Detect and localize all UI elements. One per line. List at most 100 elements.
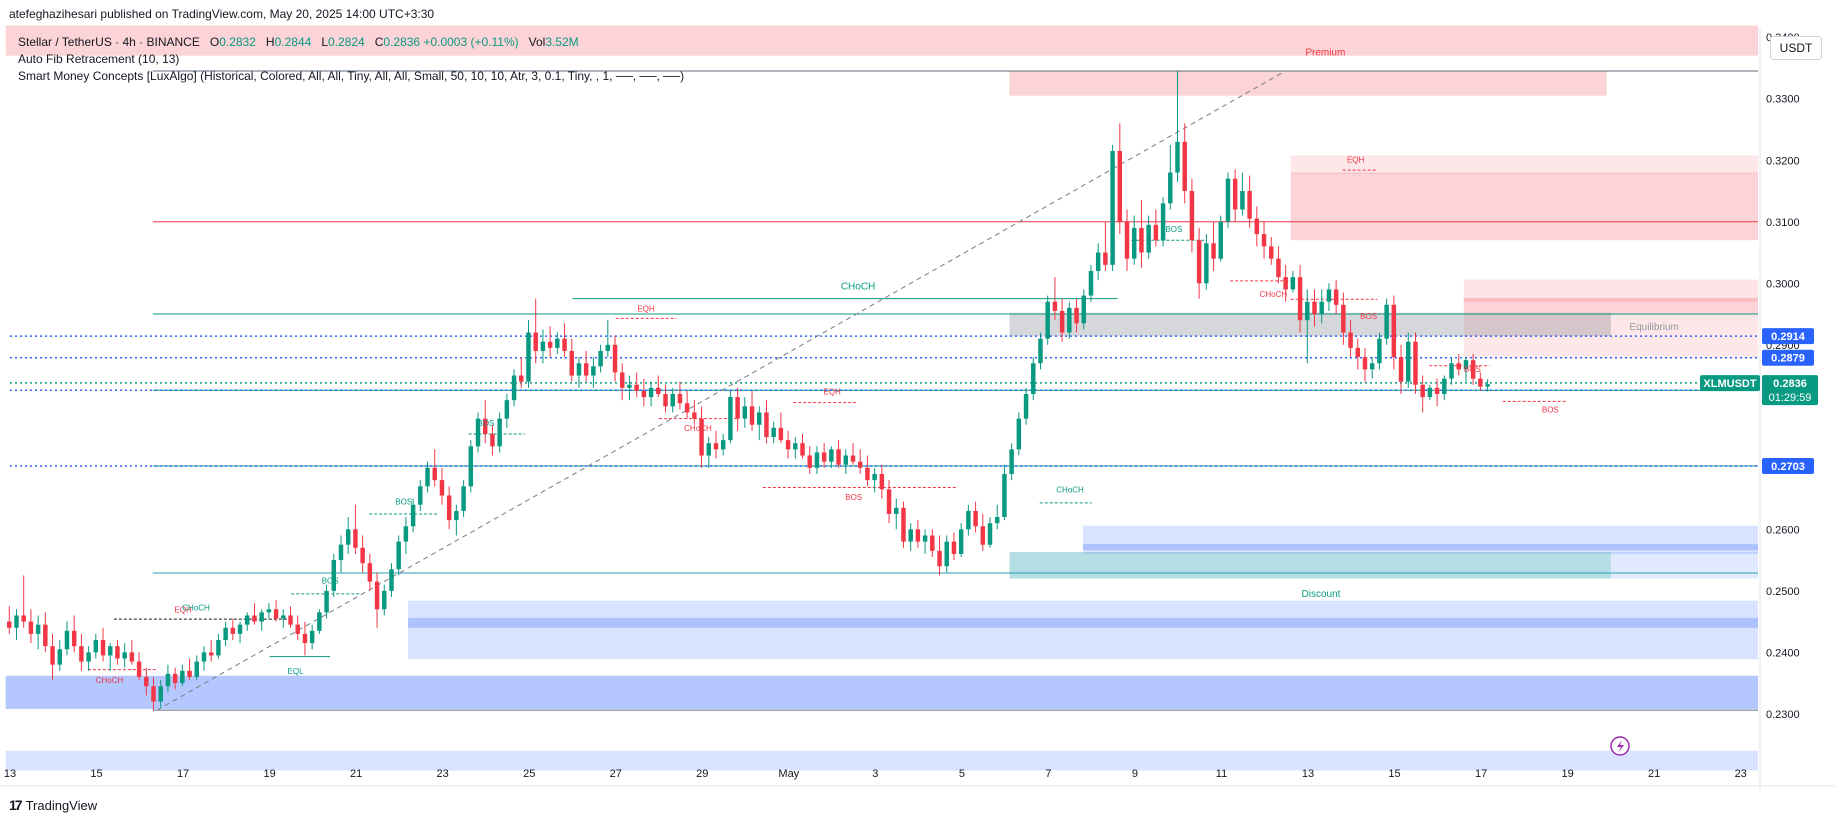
candle xyxy=(1348,320,1353,358)
candle xyxy=(886,480,892,524)
candle-body xyxy=(418,486,423,505)
candle-body xyxy=(569,350,574,376)
candle xyxy=(43,612,48,653)
time-tick-label: 21 xyxy=(1648,768,1660,780)
candle-body xyxy=(461,486,466,511)
candle xyxy=(425,461,430,493)
candle xyxy=(497,412,502,453)
structure-label: Discount xyxy=(1302,589,1341,600)
candle xyxy=(1016,412,1022,456)
candle xyxy=(829,446,834,468)
candle xyxy=(1463,357,1469,382)
candle-body xyxy=(100,640,106,656)
candle-body xyxy=(295,624,300,634)
candle-body xyxy=(1002,473,1007,518)
zone-10 xyxy=(1009,552,1611,579)
candle xyxy=(1211,221,1216,271)
zone-13 xyxy=(408,617,1758,628)
candle-body xyxy=(865,467,870,481)
structure-label: BOS xyxy=(1360,312,1377,321)
tradingview-logo: 17 xyxy=(9,797,23,813)
candle-body xyxy=(1059,310,1065,333)
structure-label: CHoCH xyxy=(96,676,124,685)
candle xyxy=(396,535,401,576)
candle xyxy=(1124,209,1130,271)
time-axis[interactable]: 13 15 17 19 21 23 25 27 29 May 3 5 7 9 11 13 15 17 19 21 23 xyxy=(0,768,1835,787)
candle-body xyxy=(302,633,308,644)
candle-body xyxy=(129,652,135,662)
indicator-smc[interactable]: Smart Money Concepts [LuxAlgo] (Historic… xyxy=(18,69,685,83)
candle-body xyxy=(879,473,885,490)
candle xyxy=(7,606,12,634)
currency-selector[interactable]: USDT xyxy=(1770,36,1822,60)
candle xyxy=(324,584,329,619)
candle-body xyxy=(1146,224,1151,253)
candle-body xyxy=(1088,270,1094,296)
candle-body xyxy=(1406,341,1411,382)
candle-body xyxy=(1016,418,1022,450)
price-axis[interactable]: 0.34000.33000.32000.31000.30000.29000.26… xyxy=(1759,28,1800,790)
indicator-fib[interactable]: Auto Fib Retracement (10, 13) xyxy=(18,52,180,66)
candle xyxy=(663,384,668,413)
candle-body xyxy=(778,427,784,441)
candle xyxy=(1218,215,1223,262)
candle-body xyxy=(533,332,538,351)
price-tick-label: 0.3300 xyxy=(1766,94,1800,106)
candle xyxy=(951,532,957,561)
symbol-row[interactable]: Stellar / TetherUS · 4h · BINANCE O0.283… xyxy=(18,34,684,51)
candle-body xyxy=(475,418,481,447)
candle-body xyxy=(14,615,19,628)
candle-body xyxy=(1023,394,1029,419)
candle-body xyxy=(151,686,156,702)
candle xyxy=(1276,246,1281,284)
candle xyxy=(1312,289,1317,327)
zone-5 xyxy=(1463,298,1758,315)
candle xyxy=(309,624,315,650)
candle-body xyxy=(490,433,495,447)
candle xyxy=(317,609,322,634)
zone-11 xyxy=(1610,552,1758,579)
time-tick-label: 15 xyxy=(1388,768,1400,780)
candle xyxy=(1449,357,1454,385)
candle-body xyxy=(374,581,380,610)
candle xyxy=(1052,277,1058,321)
candle xyxy=(619,363,625,401)
candle xyxy=(821,443,827,468)
candle-body xyxy=(771,427,776,438)
symbol-name[interactable]: Stellar / TetherUS · 4h · BINANCE xyxy=(18,35,200,49)
close-label: C xyxy=(374,35,384,49)
candle-body xyxy=(1139,227,1144,253)
candle-body xyxy=(446,495,452,521)
candle-body xyxy=(43,624,48,647)
time-tick-label: 21 xyxy=(350,768,362,780)
candle xyxy=(634,372,639,398)
candle-body xyxy=(1470,360,1476,379)
candle-body xyxy=(187,670,192,677)
candle xyxy=(194,655,200,681)
candle xyxy=(540,329,546,364)
candle-body xyxy=(1261,234,1267,247)
candle-body xyxy=(872,473,877,481)
publisher-caption: atefeghazihesari published on TradingVie… xyxy=(9,7,435,21)
high-label: H xyxy=(265,35,275,49)
candle xyxy=(1420,375,1425,413)
candle-body xyxy=(555,338,560,348)
candle xyxy=(966,504,971,536)
candle-body xyxy=(1218,221,1223,259)
candle xyxy=(432,449,437,487)
candle xyxy=(1434,378,1440,407)
structure-label: CHoCH xyxy=(684,424,712,433)
candle-body xyxy=(1355,347,1361,358)
price-badge: 0.2703 xyxy=(1762,457,1814,474)
candle xyxy=(1095,243,1101,281)
candle-body xyxy=(742,406,748,419)
candle-body xyxy=(1456,363,1461,370)
candle xyxy=(937,535,942,576)
alert-marker[interactable] xyxy=(1610,736,1630,756)
candle xyxy=(713,430,719,459)
price-tick-label: 0.3000 xyxy=(1766,278,1800,290)
candle-body xyxy=(1283,277,1288,290)
candle-body xyxy=(93,640,99,653)
candle xyxy=(793,437,798,459)
